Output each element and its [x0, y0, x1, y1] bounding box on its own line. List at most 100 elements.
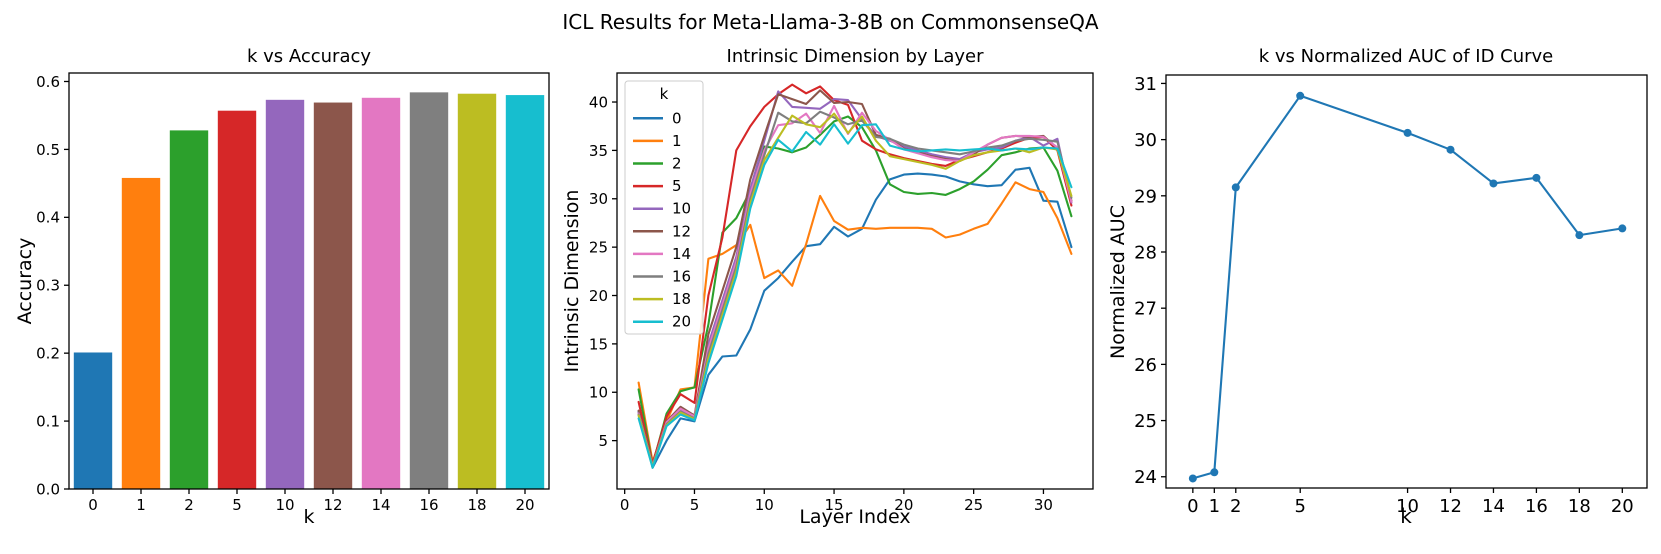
id-line-chart-xlabel: Layer Index: [799, 506, 911, 528]
x-tick-label: 16: [1525, 496, 1548, 517]
legend-label-k-0: 0: [672, 109, 682, 127]
x-tick-label: 5: [690, 496, 700, 514]
legend-title: k: [660, 85, 669, 103]
x-tick-label: 5: [232, 496, 242, 514]
y-tick-label: 0.5: [36, 141, 60, 159]
legend-label-k-1: 1: [672, 132, 682, 150]
data-point: [1403, 128, 1412, 137]
x-tick-label: 10: [755, 496, 774, 514]
x-tick-label: 10: [275, 496, 294, 514]
bar-k-16: [409, 92, 449, 489]
data-point: [1188, 474, 1197, 483]
data-point: [1575, 231, 1584, 240]
x-tick-label: 5: [1294, 496, 1305, 517]
x-tick-label: 1: [136, 496, 146, 514]
y-tick-label: 29: [1134, 186, 1157, 207]
axes-spines: [616, 72, 1094, 490]
bar-k-20: [505, 95, 545, 489]
y-tick-label: 0.0: [36, 480, 60, 498]
series-line-k-Normalized AUC: [1191, 94, 1624, 480]
legend-box: [624, 80, 704, 335]
x-tick-label: 25: [964, 496, 983, 514]
y-tick-label: 24: [1134, 467, 1157, 488]
y-tick-label: 0.2: [36, 345, 60, 363]
bar-k-18: [457, 93, 497, 490]
x-tick-label: 30: [1034, 496, 1053, 514]
y-tick-label: 0.4: [36, 209, 60, 227]
legend-label-k-14: 14: [672, 245, 691, 263]
data-point: [1489, 179, 1498, 188]
bar-k-0: [73, 352, 113, 489]
data-point: [1231, 183, 1240, 192]
series-line-k-14: [637, 104, 1073, 467]
legend-label-k-2: 2: [672, 155, 682, 173]
x-tick-label: 14: [371, 496, 390, 514]
auc-chart-title: k vs Normalized AUC of ID Curve: [1258, 46, 1554, 67]
x-tick-label: 1: [1209, 496, 1220, 517]
legend-label-k-10: 10: [672, 200, 691, 218]
y-tick-label: 15: [589, 335, 608, 353]
x-tick-label: 14: [1482, 496, 1505, 517]
y-tick-label: 25: [589, 239, 608, 257]
series-line-k-1: [637, 181, 1073, 463]
series-line-k-16: [637, 110, 1073, 468]
x-tick-label: 0: [620, 496, 630, 514]
x-tick-label: 12: [323, 496, 342, 514]
x-tick-label: 12: [1439, 496, 1462, 517]
x-tick-label: 2: [184, 496, 194, 514]
y-tick-label: 31: [1134, 74, 1157, 95]
x-tick-label: 0: [88, 496, 98, 514]
y-tick-label: 20: [589, 287, 608, 305]
data-point: [1446, 145, 1455, 154]
x-tick-label: 20: [515, 496, 534, 514]
x-tick-label: 15: [825, 496, 844, 514]
y-tick-label: 40: [589, 93, 608, 111]
y-tick-label: 26: [1134, 355, 1157, 376]
y-tick-label: 30: [589, 190, 608, 208]
auc-chart-xlabel: k: [1400, 504, 1412, 528]
axes-spines: [1165, 74, 1648, 489]
series-line-k-0: [637, 166, 1073, 469]
bar-k-10: [265, 99, 305, 489]
bar-k-5: [217, 110, 257, 489]
y-tick-label: 5: [598, 432, 608, 450]
id-line-chart-title: Intrinsic Dimension by Layer: [726, 46, 984, 67]
x-tick-label: 2: [1230, 496, 1241, 517]
series-line-k-5: [637, 83, 1073, 465]
bar-k-2: [169, 130, 209, 489]
data-point: [1296, 91, 1305, 100]
y-tick-label: 0.1: [36, 412, 60, 430]
data-point: [1618, 224, 1627, 233]
series-line-k-18: [637, 112, 1073, 468]
figure-suptitle: ICL Results for Meta-Llama-3-8B on Commo…: [562, 10, 1099, 34]
series-line-k-10: [637, 90, 1073, 467]
y-tick-label: 35: [589, 142, 608, 160]
legend-label-k-20: 20: [672, 313, 691, 331]
x-tick-label: 10: [1396, 496, 1419, 517]
data-point: [1210, 468, 1219, 477]
y-tick-label: 10: [589, 384, 608, 402]
x-tick-label: 16: [419, 496, 438, 514]
legend-label-k-5: 5: [672, 177, 682, 195]
axes-spines: [68, 72, 550, 490]
bar-chart-title: k vs Accuracy: [246, 46, 372, 67]
legend-label-k-18: 18: [672, 290, 691, 308]
x-tick-label: 20: [1611, 496, 1634, 517]
x-tick-label: 0: [1187, 496, 1198, 517]
bar-k-12: [313, 102, 353, 489]
y-tick-label: 30: [1134, 130, 1157, 151]
x-tick-label: 20: [894, 496, 913, 514]
bar-k-14: [361, 97, 401, 489]
y-tick-label: 0.6: [36, 73, 60, 91]
series-line-k-20: [637, 123, 1073, 469]
y-tick-label: 28: [1134, 242, 1157, 263]
y-tick-label: 27: [1134, 299, 1157, 320]
x-tick-label: 18: [1568, 496, 1591, 517]
y-tick-label: 0.3: [36, 277, 60, 295]
series-line-k-2: [637, 115, 1073, 466]
x-tick-label: 18: [467, 496, 486, 514]
y-tick-label: 25: [1134, 411, 1157, 432]
legend-label-k-12: 12: [672, 222, 691, 240]
